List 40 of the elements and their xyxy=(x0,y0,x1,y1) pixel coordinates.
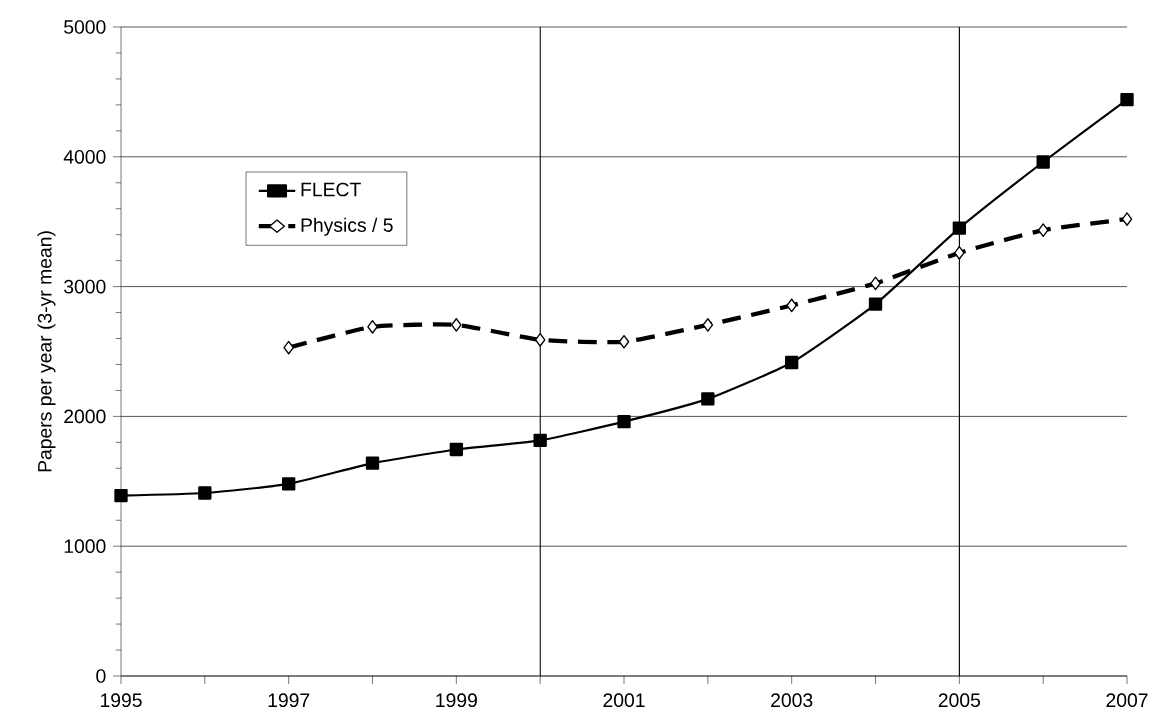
point xyxy=(283,340,294,355)
y-tick-label: 2000 xyxy=(64,409,106,424)
point xyxy=(1121,212,1133,226)
point xyxy=(1036,155,1050,169)
point xyxy=(367,320,378,334)
point xyxy=(617,414,631,429)
x-tick-label: 2001 xyxy=(603,693,645,708)
point xyxy=(1120,93,1134,107)
point xyxy=(114,488,128,503)
point xyxy=(952,221,967,235)
y-tick-label: 0 xyxy=(96,669,106,683)
point xyxy=(870,276,881,291)
point xyxy=(868,297,883,311)
point xyxy=(282,477,296,491)
y-tick-label: 5000 xyxy=(64,20,106,34)
point xyxy=(533,433,547,448)
point xyxy=(451,318,462,332)
x-tick-label: 1995 xyxy=(100,693,142,708)
point xyxy=(618,334,630,349)
point xyxy=(534,332,546,347)
x-tick-label: 2003 xyxy=(771,693,813,708)
legend-label: FLECT xyxy=(301,182,361,197)
y-tick-label: 1000 xyxy=(64,539,106,554)
point xyxy=(198,486,212,500)
y-tick-label: 4000 xyxy=(63,149,106,164)
point xyxy=(701,392,715,406)
x-tick-label: 1997 xyxy=(268,693,310,708)
point xyxy=(702,318,714,332)
point xyxy=(786,298,797,313)
y-tick-label: 3000 xyxy=(64,279,106,294)
point xyxy=(954,246,965,260)
point xyxy=(449,442,464,457)
y-axis-title: Papers per year (3-yr mean) xyxy=(37,231,56,472)
point xyxy=(365,456,380,470)
x-tick-label: 1999 xyxy=(436,693,477,708)
point xyxy=(785,355,799,370)
point xyxy=(1037,223,1049,237)
legend-label: Physics / 5 xyxy=(301,217,393,236)
x-tick-label: 2005 xyxy=(938,693,981,708)
x-tick-label: 2007 xyxy=(1106,693,1148,708)
